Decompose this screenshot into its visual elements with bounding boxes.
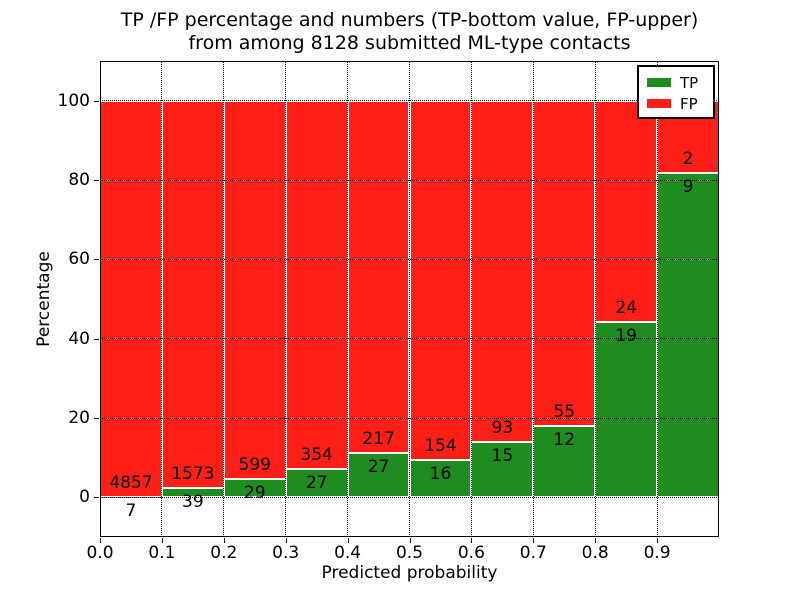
gridline-horizontal [100,417,719,419]
x-tick-mark [285,538,287,543]
y-tick-mark [94,259,99,261]
fp-count-label: 154 [424,436,457,456]
chart-title-line1: TP /FP percentage and numbers (TP-bottom… [120,9,699,31]
y-tick-label: 80 [68,170,90,190]
x-tick-label: 0.8 [581,543,609,563]
gridline-vertical [285,61,287,537]
x-tick-mark [533,538,535,543]
bar-tp-segment [285,469,348,498]
gridline-vertical [656,61,658,537]
gridline-vertical [594,61,596,537]
gridline-vertical [161,61,163,537]
fp-count-label: 24 [615,298,637,319]
tp-count-label: 27 [305,473,328,494]
fp-count-label: 93 [491,418,514,439]
bar-fp-segment [223,100,286,479]
y-tick-label: 60 [68,249,90,270]
x-tick-mark [595,538,597,543]
x-axis-label: Predicted probability [321,563,498,583]
legend-entry-fp: FP [647,93,713,114]
y-tick-label: 40 [68,328,90,349]
gridline-vertical [532,61,534,537]
gridline-horizontal [100,496,719,498]
bar-fp-segment [161,100,224,488]
x-tick-label: 0.5 [395,543,424,563]
fp-count-label: 1573 [171,463,215,484]
tp-count-label: 12 [553,430,576,451]
x-tick-mark [223,538,225,543]
tp-count-label: 9 [682,176,694,197]
bar-tp-segment [595,322,658,498]
fp-swatch [647,99,671,108]
tp-count-label: 19 [615,326,637,347]
legend: TP FP [637,65,715,119]
gridline-horizontal [100,338,719,340]
gridline-horizontal [100,179,719,181]
bar-fp-segment [347,100,410,454]
x-tick-mark [471,538,473,543]
y-tick-mark [94,100,99,102]
x-tick-label: 0.7 [519,543,547,563]
tp-count-label: 27 [367,457,390,478]
y-tick-label: 20 [68,408,90,428]
gridline-vertical [223,61,225,537]
fp-count-label: 217 [362,429,395,450]
tp-count-label: 16 [429,464,452,484]
x-tick-mark [409,538,411,543]
fp-count-label: 4857 [109,472,153,493]
y-tick-mark [94,338,99,340]
fp-count-label: 55 [553,402,576,423]
x-tick-label: 0.1 [148,543,176,563]
x-tick-label: 0.6 [457,543,485,563]
fp-count-label: 354 [300,445,333,466]
bar-tp-segment [657,172,719,498]
tp-swatch [647,78,671,87]
gridline-vertical [409,61,410,537]
bar-tp-segment [471,442,534,498]
bar-fp-segment [409,100,472,460]
legend-label-fp: FP [680,94,698,113]
x-tick-mark [657,538,659,543]
x-tick-label: 0.0 [86,543,114,563]
fp-count-label: 599 [238,455,271,476]
bar-fp-segment [595,100,658,323]
chart-title-line2: from among 8128 submitted ML-type contac… [188,32,631,54]
tp-count-label: 39 [182,491,204,512]
gridline-vertical [347,61,349,537]
y-tick-label: 100 [57,90,90,111]
y-tick-mark [94,497,99,499]
legend-label-tp: TP [680,73,699,92]
bar-fp-segment [471,100,534,443]
fp-count-label: 2 [682,148,694,169]
gridline-horizontal [100,258,719,260]
x-tick-label: 0.3 [272,543,300,563]
chart-title: TP /FP percentage and numbers (TP-bottom… [100,9,719,55]
tp-count-label: 7 [125,500,137,521]
gridline-horizontal [100,100,719,102]
y-tick-label: 0 [79,487,90,508]
x-tick-label: 0.2 [210,543,238,563]
tp-count-label: 29 [243,483,266,504]
x-tick-label: 0.4 [334,543,362,563]
y-tick-mark [94,418,99,419]
gridline-vertical [470,61,472,537]
tp-count-label: 15 [491,446,514,467]
legend-entry-tp: TP [647,72,713,93]
x-tick-mark [347,538,349,543]
plot-area: 4857 7 1573 39 599 29 354 27 217 27 154 16 93 15 55 12 2… [100,61,719,537]
x-tick-label: 0.9 [643,543,671,563]
x-tick-mark [161,538,163,543]
x-tick-mark [100,538,101,543]
y-tick-mark [94,180,99,181]
plot-frame [100,61,719,537]
